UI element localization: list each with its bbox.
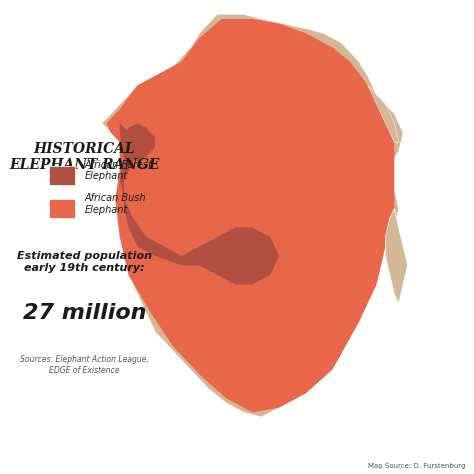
Polygon shape — [368, 85, 399, 142]
Text: African Forest
Elephant: African Forest Elephant — [84, 160, 152, 182]
FancyBboxPatch shape — [49, 199, 75, 218]
Polygon shape — [120, 123, 279, 284]
Text: Estimated population
early 19th century:: Estimated population early 19th century: — [17, 251, 152, 273]
FancyBboxPatch shape — [49, 166, 75, 185]
Text: HISTORICAL
ELEPHANT RANGE: HISTORICAL ELEPHANT RANGE — [9, 142, 160, 173]
Text: Sources: Elephant Action League,
EDGE of Existence: Sources: Elephant Action League, EDGE of… — [20, 356, 149, 375]
Polygon shape — [385, 209, 408, 303]
Text: African Bush
Elephant: African Bush Elephant — [84, 193, 146, 215]
Text: 27 million: 27 million — [23, 303, 146, 323]
Polygon shape — [102, 14, 403, 417]
Polygon shape — [120, 123, 155, 161]
Polygon shape — [107, 19, 394, 412]
Text: Map Source: D. Furstenburg: Map Source: D. Furstenburg — [368, 463, 465, 469]
